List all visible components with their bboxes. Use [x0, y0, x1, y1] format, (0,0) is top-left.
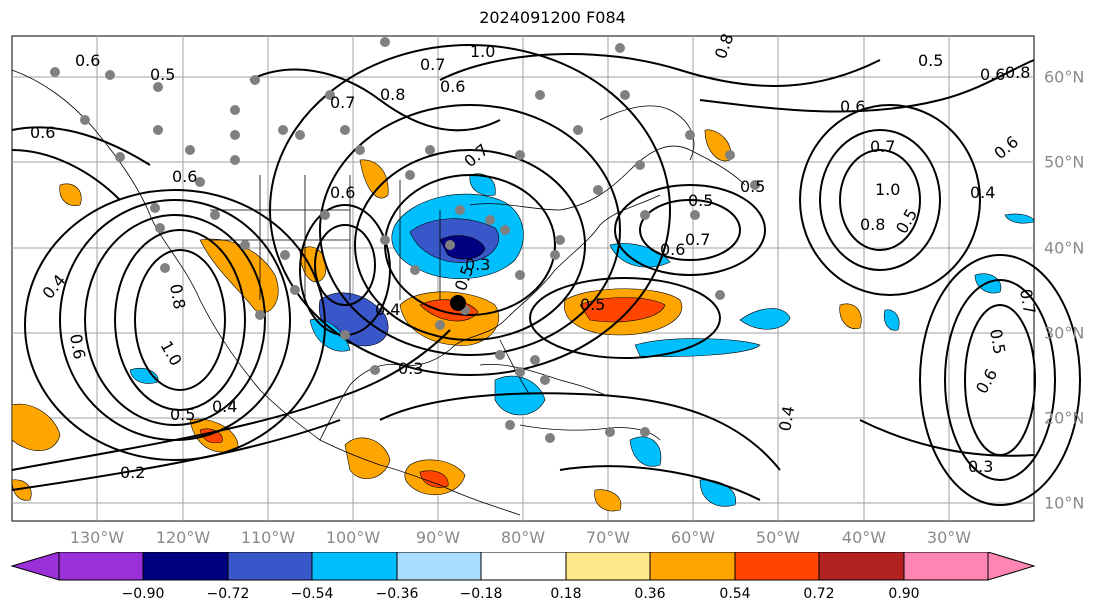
lon-label-90w: 90°W — [415, 528, 461, 547]
colorbar-bin — [143, 552, 228, 580]
negative-region-western-atlantic — [634, 338, 761, 357]
colorbar-tick: 0.54 — [719, 586, 751, 602]
contour-label: 0.5 — [740, 177, 765, 196]
contour-label: 0.5 — [986, 327, 1009, 355]
contour-label: 0.8 — [860, 215, 885, 234]
colorbar-bin — [228, 552, 312, 580]
colorbar-tick: 0.18 — [550, 586, 582, 602]
colorbar-tick: −0.18 — [459, 586, 503, 602]
contour-label: 0.5 — [170, 405, 195, 424]
contour-label: 0.6 — [172, 167, 197, 186]
lon-label-60w: 60°W — [670, 528, 716, 547]
colorbar-bin — [904, 552, 988, 580]
colorbar-bin — [481, 552, 566, 580]
contour-lines — [11, 44, 1081, 506]
contour-label: 0.8 — [166, 282, 189, 310]
colorbar-bin — [566, 552, 650, 580]
contour-label: 0.4 — [212, 397, 237, 416]
contour-label: 0.6 — [660, 240, 685, 259]
lon-label-30w: 30°W — [926, 528, 972, 547]
observation-markers — [50, 37, 760, 443]
colorbar-bin — [735, 552, 819, 580]
colorbar-bin — [312, 552, 397, 580]
contour-label: 0.7 — [685, 230, 710, 249]
contour-label: 1.0 — [875, 180, 900, 199]
contour-label: 0.3 — [968, 457, 993, 476]
contour-label: 0.6 — [30, 123, 55, 142]
contour-high-west — [134, 249, 226, 391]
lon-label-70w: 70°W — [585, 528, 631, 547]
contour-label: 0.7 — [1016, 287, 1039, 315]
colorbar-tick: −0.90 — [121, 586, 165, 602]
lon-label-40w: 40°W — [841, 528, 887, 547]
chart-title: 2024091200 F084 — [479, 8, 626, 27]
colorbar-tick: 0.90 — [888, 586, 920, 602]
contour-label: 0.2 — [120, 463, 145, 482]
contour-label: 0.6 — [840, 97, 865, 116]
contour-label: 0.7 — [420, 55, 445, 74]
contour-label: 0.4 — [970, 183, 995, 202]
contour-label: 0.6 — [330, 183, 355, 202]
contour-label: 1.0 — [470, 42, 495, 61]
lon-label-100w: 100°W — [325, 528, 381, 547]
lat-label-20n: 20°N — [1044, 408, 1085, 428]
lon-label-130w: 130°W — [69, 528, 125, 547]
colorbar-tick: 0.72 — [803, 586, 835, 602]
contour-label: 0.7 — [870, 137, 895, 156]
contour-label: 0.4 — [775, 404, 798, 432]
contour-label: 0.7 — [330, 93, 355, 112]
lon-label-120w: 120°W — [155, 528, 211, 547]
shaded-anomalies — [11, 129, 1035, 512]
contour-label: 0.8 — [1005, 63, 1030, 82]
contour-label: 0.5 — [150, 65, 175, 84]
contour-label: 0.6 — [75, 51, 100, 70]
map-panel: 0.6 0.5 0.8 0.7 1.0 0.7 0.8 0.6 0.5 0.6 … — [11, 31, 1081, 522]
contour-label: 0.6 — [66, 332, 89, 360]
colorbar-bin — [59, 552, 143, 580]
contour-label: 0.8 — [380, 85, 405, 104]
contour-label: 0.5 — [580, 295, 605, 314]
contour-label: 0.5 — [918, 51, 943, 70]
lon-label-110w: 110°W — [240, 528, 296, 547]
contour-label: 0.6 — [980, 65, 1005, 84]
lat-label-30n: 30°N — [1044, 323, 1085, 343]
colorbar-bin — [650, 552, 735, 580]
colorbar — [10, 552, 1036, 581]
colorbar-bin — [397, 552, 481, 580]
colorbar-extend-low — [10, 552, 60, 581]
contour-label: 0.3 — [465, 255, 490, 274]
colorbar-bin — [819, 552, 904, 580]
storm-center-marker — [450, 295, 466, 311]
lon-label-80w: 80°W — [500, 528, 546, 547]
lat-label-50n: 50°N — [1044, 152, 1085, 172]
contour-label: 0.3 — [398, 359, 423, 378]
lon-label-50w: 50°W — [755, 528, 801, 547]
colorbar-extend-high — [987, 552, 1036, 581]
lat-label-60n: 60°N — [1044, 67, 1085, 87]
colorbar-tick: −0.36 — [375, 586, 419, 602]
colorbar-tick: 0.36 — [634, 586, 666, 602]
contour-label: 0.6 — [440, 77, 465, 96]
lat-label-10n: 10°N — [1044, 493, 1085, 513]
lat-label-40n: 40°N — [1044, 238, 1085, 258]
contour-label: 0.5 — [688, 191, 713, 210]
contour-label: 0.4 — [375, 300, 400, 319]
colorbar-tick: −0.72 — [206, 586, 250, 602]
colorbar-tick: −0.54 — [290, 586, 334, 602]
